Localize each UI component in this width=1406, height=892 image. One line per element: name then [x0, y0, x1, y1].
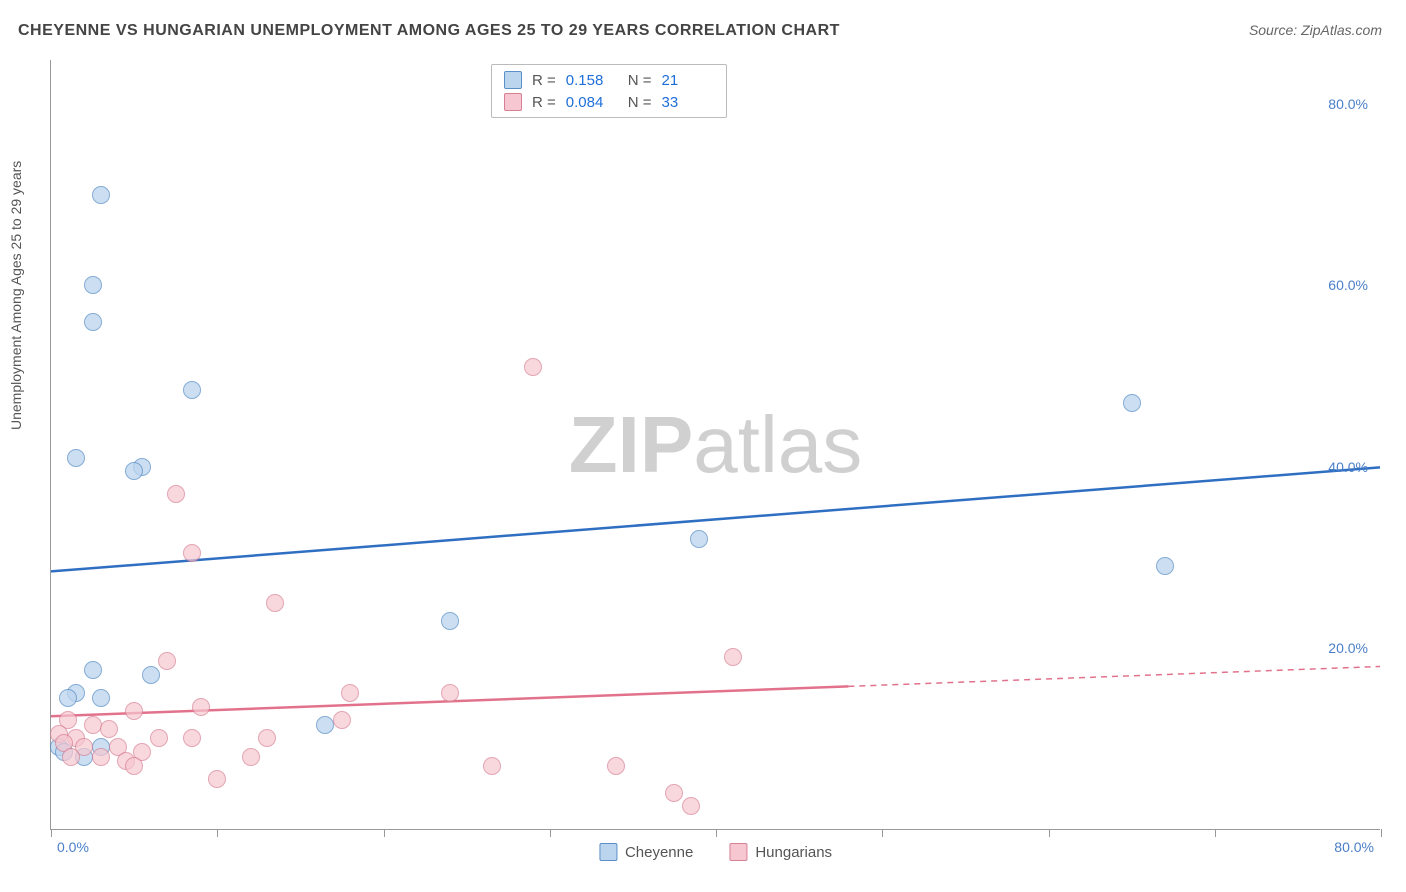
- data-point: [125, 702, 143, 720]
- legend-label: Hungarians: [755, 844, 832, 861]
- watermark-zip: ZIP: [569, 400, 693, 489]
- data-point: [125, 757, 143, 775]
- data-point: [125, 462, 143, 480]
- data-point: [183, 544, 201, 562]
- x-tick: [51, 829, 52, 837]
- x-tick: [716, 829, 717, 837]
- stat-r-value: 0.158: [566, 72, 618, 89]
- data-point: [316, 716, 334, 734]
- stats-row: R = 0.158 N = 21: [504, 69, 714, 91]
- data-point: [84, 276, 102, 294]
- data-point: [258, 729, 276, 747]
- y-tick-label: 40.0%: [1328, 459, 1368, 475]
- x-tick: [1049, 829, 1050, 837]
- data-point: [62, 748, 80, 766]
- data-point: [59, 689, 77, 707]
- x-tick: [217, 829, 218, 837]
- legend-swatch: [729, 843, 747, 861]
- data-point: [208, 770, 226, 788]
- x-tick: [1381, 829, 1382, 837]
- legend-item: Cheyenne: [599, 843, 693, 861]
- data-point: [724, 648, 742, 666]
- y-tick-label: 80.0%: [1328, 96, 1368, 112]
- stat-n-value: 21: [662, 72, 714, 89]
- data-point: [67, 449, 85, 467]
- data-point: [192, 698, 210, 716]
- data-point: [483, 757, 501, 775]
- legend-label: Cheyenne: [625, 844, 693, 861]
- data-point: [682, 797, 700, 815]
- data-point: [100, 720, 118, 738]
- data-point: [333, 711, 351, 729]
- correlation-stats-box: R = 0.158 N = 21 R = 0.084 N = 33: [491, 64, 727, 118]
- data-point: [242, 748, 260, 766]
- legend-item: Hungarians: [729, 843, 832, 861]
- data-point: [92, 186, 110, 204]
- x-axis-max-label: 80.0%: [1334, 839, 1374, 855]
- stat-swatch: [504, 93, 522, 111]
- data-point: [92, 748, 110, 766]
- data-point: [1156, 557, 1174, 575]
- data-point: [266, 594, 284, 612]
- stats-row: R = 0.084 N = 33: [504, 91, 714, 113]
- y-tick-label: 60.0%: [1328, 277, 1368, 293]
- stat-n-label: N =: [628, 72, 652, 89]
- data-point: [1123, 394, 1141, 412]
- stat-r-label: R =: [532, 94, 556, 111]
- data-point: [665, 784, 683, 802]
- data-point: [158, 652, 176, 670]
- data-point: [84, 313, 102, 331]
- stat-n-label: N =: [628, 94, 652, 111]
- trend-line-solid: [51, 467, 1380, 571]
- x-axis-min-label: 0.0%: [57, 839, 89, 855]
- stat-n-value: 33: [662, 94, 714, 111]
- stat-r-value: 0.084: [566, 94, 618, 111]
- data-point: [341, 684, 359, 702]
- y-tick-label: 20.0%: [1328, 640, 1368, 656]
- data-point: [150, 729, 168, 747]
- trend-lines-svg: [51, 60, 1380, 829]
- stat-swatch: [504, 71, 522, 89]
- data-point: [690, 530, 708, 548]
- source-attribution: Source: ZipAtlas.com: [1249, 22, 1382, 38]
- data-point: [142, 666, 160, 684]
- watermark-atlas: atlas: [693, 400, 862, 489]
- x-tick: [384, 829, 385, 837]
- data-point: [92, 689, 110, 707]
- legend-swatch: [599, 843, 617, 861]
- data-point: [607, 757, 625, 775]
- data-point: [167, 485, 185, 503]
- data-point: [524, 358, 542, 376]
- data-point: [84, 716, 102, 734]
- x-tick: [1215, 829, 1216, 837]
- x-tick: [882, 829, 883, 837]
- trend-line-dashed: [848, 666, 1380, 686]
- chart-title: CHEYENNE VS HUNGARIAN UNEMPLOYMENT AMONG…: [18, 22, 840, 40]
- legend: Cheyenne Hungarians: [599, 843, 832, 861]
- data-point: [441, 684, 459, 702]
- x-tick: [550, 829, 551, 837]
- watermark-text: ZIPatlas: [569, 399, 862, 491]
- y-axis-label: Unemployment Among Ages 25 to 29 years: [8, 161, 24, 430]
- stat-r-label: R =: [532, 72, 556, 89]
- data-point: [183, 729, 201, 747]
- data-point: [84, 661, 102, 679]
- data-point: [441, 612, 459, 630]
- data-point: [183, 381, 201, 399]
- plot-area: ZIPatlas R =0.158N =21R =0.084N =33 0.0%…: [50, 60, 1380, 830]
